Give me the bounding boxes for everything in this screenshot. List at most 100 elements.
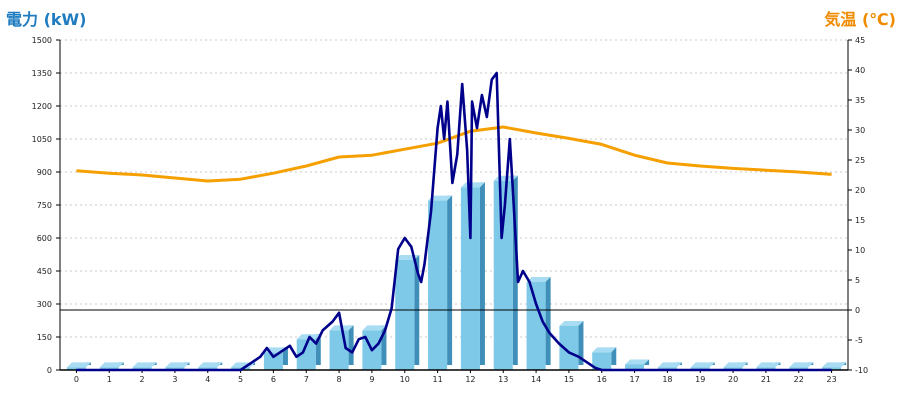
bar-top [460, 182, 485, 188]
bar-side [479, 182, 485, 365]
bar [395, 260, 415, 370]
bar [822, 367, 842, 370]
bar [723, 367, 743, 370]
x-tick-label: 5 [238, 375, 243, 384]
bar-top [428, 195, 453, 201]
bar-top [66, 362, 91, 368]
y-left-tick-label: 1200 [32, 102, 52, 111]
bar [625, 364, 645, 370]
x-tick-label: 13 [498, 375, 508, 384]
power-series-line [76, 71, 832, 372]
bar [559, 326, 579, 370]
x-tick-label: 15 [564, 375, 574, 384]
y-left-tick-label: 750 [37, 201, 52, 210]
y-right-tick-label: 10 [855, 246, 865, 255]
bar [66, 367, 86, 370]
y-left-tick-label: 450 [37, 267, 52, 276]
bar-side [447, 195, 453, 365]
bar-top [99, 362, 124, 368]
bar-side [348, 325, 354, 365]
x-tick-label: 14 [531, 375, 541, 384]
y-right-tick-label: 45 [855, 36, 865, 45]
bar-side [578, 321, 584, 365]
bar-top [559, 321, 584, 326]
x-tick-label: 8 [337, 375, 342, 384]
y-right-tick-label: 0 [855, 306, 860, 315]
bar-top [526, 277, 551, 282]
y-right-tick-label: 5 [855, 276, 860, 285]
bar-side [512, 175, 518, 365]
bar [592, 352, 612, 370]
y-right-tick-label: 15 [855, 216, 865, 225]
y-right-tick-label: 30 [855, 126, 865, 135]
y-left-tick-label: 300 [37, 300, 52, 309]
x-tick-label: 12 [465, 375, 475, 384]
bar [428, 200, 448, 370]
bar-side [611, 347, 617, 365]
bar-side [644, 359, 650, 365]
bar [789, 367, 809, 370]
x-tick-label: 11 [432, 375, 442, 384]
x-tick-label: 23 [826, 375, 836, 384]
bar-side [545, 277, 551, 365]
x-tick-label: 17 [629, 375, 639, 384]
bar-top [789, 362, 814, 368]
y-left-tick-label: 1050 [32, 135, 52, 144]
y-left-tick-label: 0 [47, 366, 52, 375]
x-tick-label: 21 [761, 375, 771, 384]
y-left-tick-label: 150 [37, 333, 52, 342]
y-right-tick-label: 40 [855, 66, 865, 75]
x-tick-label: 19 [695, 375, 705, 384]
x-tick-label: 4 [205, 375, 210, 384]
bar-side [315, 334, 321, 365]
x-tick-label: 1 [107, 375, 112, 384]
x-tick-label: 7 [304, 375, 309, 384]
bar-top [690, 362, 715, 368]
bar-top [592, 347, 617, 353]
bar-top [822, 362, 847, 368]
bar [165, 367, 185, 370]
bar [198, 367, 218, 370]
y-right-tick-label: 20 [855, 186, 865, 195]
y-left-tick-label: 600 [37, 234, 52, 243]
x-tick-label: 9 [369, 375, 374, 384]
bar-top [723, 362, 748, 368]
y-right-tick-label: 35 [855, 96, 865, 105]
bar [296, 339, 316, 370]
bar-top [132, 362, 157, 368]
x-tick-label: 2 [140, 375, 145, 384]
bar [329, 330, 349, 370]
y-left-tick-label: 1500 [32, 36, 52, 45]
bar [657, 367, 677, 370]
y-right-tick-label: -10 [855, 366, 868, 375]
x-tick-label: 6 [271, 375, 276, 384]
y-right-axis-label: 気温 (℃) [824, 10, 896, 29]
x-tick-label: 10 [400, 375, 410, 384]
y-left-tick-label: 900 [37, 168, 52, 177]
y-right-tick-label: -5 [855, 336, 863, 345]
bar [460, 187, 480, 370]
x-tick-label: 20 [728, 375, 738, 384]
x-tick-label: 3 [172, 375, 177, 384]
bar [756, 367, 776, 370]
bar [132, 367, 152, 370]
bar [493, 180, 513, 370]
bar [263, 352, 283, 370]
x-tick-label: 18 [662, 375, 672, 384]
x-tick-label: 0 [74, 375, 79, 384]
temperature-series-line [76, 125, 832, 183]
bar-top [362, 325, 387, 331]
bar [526, 282, 546, 370]
bar-top [625, 359, 650, 365]
bar [690, 367, 710, 370]
bar-top [756, 362, 781, 368]
x-tick-label: 22 [794, 375, 804, 384]
bar-top [198, 362, 223, 368]
y-left-axis-label: 電力 (kW) [6, 10, 87, 29]
bar-side [381, 325, 387, 365]
y-right-tick-label: 25 [855, 156, 865, 165]
bar-side [282, 347, 288, 365]
bar-top [657, 362, 682, 368]
